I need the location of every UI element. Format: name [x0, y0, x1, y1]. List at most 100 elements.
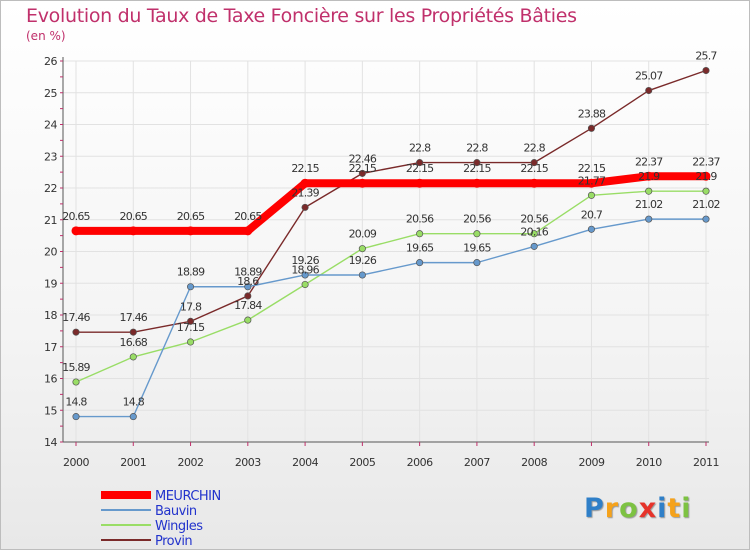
data-point: [129, 328, 137, 336]
logo-letter: o: [619, 493, 639, 524]
data-label: 20.09: [349, 228, 377, 241]
data-point: [301, 280, 309, 289]
data-label: 20.65: [234, 210, 262, 223]
data-point: [244, 283, 252, 291]
data-label: 19.65: [463, 242, 491, 255]
y-tick-label: 14: [44, 436, 57, 449]
x-tick-label: 2007: [464, 456, 490, 469]
legend-label: Provin: [155, 534, 192, 549]
data-point: [473, 230, 481, 238]
data-label: 22.15: [463, 162, 491, 175]
data-label: 20.65: [177, 210, 205, 223]
data-point: [472, 178, 482, 188]
data-label: 20.16: [520, 225, 548, 238]
logo-letter: x: [638, 493, 658, 524]
data-point: [301, 203, 309, 211]
data-point: [243, 226, 253, 236]
x-tick-label: 2006: [407, 456, 433, 469]
data-label: 18.6: [237, 275, 259, 288]
data-label: 21.9: [695, 170, 717, 183]
data-label: 14.8: [65, 396, 87, 409]
series-line-provin: [75, 69, 707, 333]
data-label: 21.9: [638, 170, 660, 183]
data-label: 22.8: [466, 142, 488, 155]
data-point: [587, 191, 596, 199]
data-point: [702, 66, 710, 75]
data-point: [128, 226, 138, 236]
data-point: [473, 259, 481, 267]
data-point: [473, 159, 481, 167]
data-label: 22.15: [406, 162, 434, 175]
data-point: [72, 328, 80, 336]
logo-letter: r: [604, 493, 620, 524]
data-point: [645, 86, 653, 95]
x-tick-label: 2001: [120, 456, 146, 469]
chart-title: Evolution du Taux de Taxe Foncière sur l…: [26, 5, 577, 27]
logo-letter: t: [667, 493, 682, 524]
proxiti-logo: Proxiti: [584, 493, 692, 524]
data-point: [244, 316, 252, 324]
y-tick-label: 15: [44, 404, 57, 417]
data-point: [644, 171, 654, 181]
data-point: [357, 178, 367, 188]
y-tick-label: 24: [44, 119, 57, 132]
y-tick-label: 22: [44, 182, 57, 195]
data-label: 18.96: [291, 264, 319, 277]
data-point: [416, 159, 424, 167]
data-label: 22.37: [692, 155, 720, 168]
data-label: 19.65: [406, 242, 434, 255]
data-point: [529, 178, 539, 188]
series-line-meurchin: [72, 172, 710, 235]
logo-letter: P: [584, 493, 605, 524]
data-label: 17.8: [180, 300, 202, 313]
data-label: 20.65: [120, 210, 148, 223]
data-point: [530, 242, 538, 250]
logo-letter: i: [681, 493, 692, 524]
data-label: 20.65: [62, 210, 90, 223]
y-tick-label: 16: [44, 373, 57, 386]
data-point: [71, 226, 81, 236]
data-point: [358, 271, 366, 279]
data-label: 22.8: [524, 142, 546, 155]
data-point: [586, 178, 596, 188]
data-point: [416, 230, 424, 238]
y-tick-label: 19: [44, 277, 57, 290]
data-label: 22.15: [349, 162, 377, 175]
data-point: [702, 187, 710, 195]
x-tick-label: 2004: [292, 456, 318, 469]
data-point: [645, 215, 653, 223]
data-point: [415, 178, 425, 188]
y-tick-label: 23: [44, 150, 57, 163]
data-point: [587, 225, 596, 233]
x-tick-label: 2010: [636, 456, 662, 469]
y-tick-label: 20: [44, 246, 57, 259]
data-point: [129, 413, 137, 421]
data-label: 25.7: [695, 50, 717, 63]
y-axis-unit: (en %): [26, 29, 66, 43]
x-tick-label: 2003: [235, 456, 261, 469]
data-point: [72, 413, 80, 421]
data-point: [186, 317, 195, 325]
data-label: 18.89: [234, 266, 262, 279]
data-point: [416, 259, 424, 267]
x-tick-label: 2011: [693, 456, 719, 469]
logo-letter: i: [657, 493, 668, 524]
x-tick-label: 2000: [63, 456, 89, 469]
data-point: [645, 187, 653, 195]
data-label: 20.56: [463, 213, 491, 226]
data-label: 22.15: [291, 162, 319, 175]
x-tick-label: 2008: [521, 456, 547, 469]
data-label: 18.89: [177, 266, 205, 279]
data-label: 16.68: [120, 336, 148, 349]
y-tick-label: 26: [44, 55, 57, 68]
data-label: 14.8: [123, 396, 145, 409]
data-point: [72, 378, 80, 386]
data-label: 22.46: [349, 152, 377, 165]
data-point: [186, 283, 195, 291]
data-label: 23.88: [578, 107, 606, 120]
data-label: 17.46: [120, 311, 148, 324]
data-point: [530, 159, 538, 167]
legend-label: Bauvin: [155, 504, 197, 519]
